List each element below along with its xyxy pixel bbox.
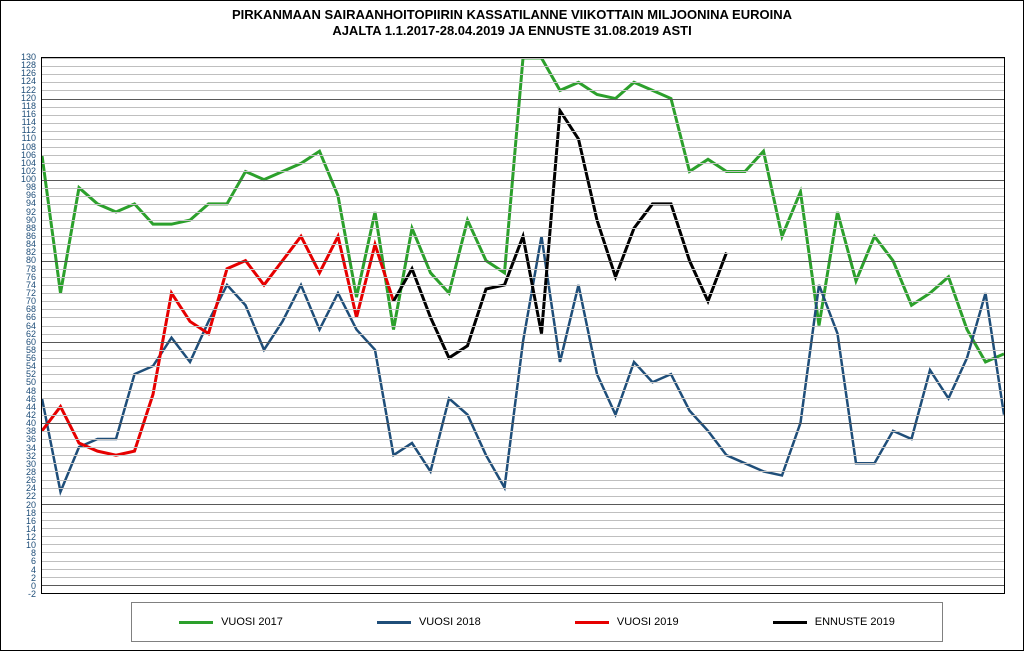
grid-line	[42, 528, 1004, 529]
chart-title: PIRKANMAAN SAIRAANHOITOPIIRIN KASSATILAN…	[1, 1, 1023, 38]
grid-line	[42, 131, 1004, 132]
grid-line	[42, 447, 1004, 448]
grid-line	[42, 431, 1004, 432]
grid-line	[42, 569, 1004, 570]
plot-wrap: -202468101214161820222426283032343638404…	[41, 57, 1005, 594]
grid-line	[42, 415, 1004, 416]
grid-line	[42, 188, 1004, 189]
legend-item: VUOSI 2019	[575, 616, 679, 628]
grid-line	[42, 269, 1004, 270]
grid-line	[42, 163, 1004, 164]
grid-line	[42, 390, 1004, 391]
grid-line	[42, 366, 1004, 367]
grid-line	[42, 58, 1004, 59]
grid-line	[42, 147, 1004, 148]
grid-line	[42, 480, 1004, 481]
grid-line	[42, 439, 1004, 440]
grid-line	[42, 561, 1004, 562]
grid-line	[42, 317, 1004, 318]
grid-line	[42, 212, 1004, 213]
legend-swatch	[377, 621, 411, 624]
grid-line	[42, 342, 1004, 343]
grid-line	[42, 99, 1004, 100]
grid-line	[42, 228, 1004, 229]
grid-line	[42, 398, 1004, 399]
grid-line	[42, 358, 1004, 359]
grid-line	[42, 261, 1004, 262]
legend-swatch	[179, 621, 213, 624]
grid-line	[42, 82, 1004, 83]
grid-line	[42, 196, 1004, 197]
grid-line	[42, 107, 1004, 108]
grid-line	[42, 463, 1004, 464]
grid-line	[42, 236, 1004, 237]
grid-line	[42, 155, 1004, 156]
legend-label: VUOSI 2019	[617, 616, 679, 628]
grid-line	[42, 455, 1004, 456]
grid-line	[42, 277, 1004, 278]
grid-line	[42, 74, 1004, 75]
grid-line	[42, 471, 1004, 472]
grid-line	[42, 577, 1004, 578]
grid-line	[42, 309, 1004, 310]
grid-line	[42, 488, 1004, 489]
grid-line	[42, 293, 1004, 294]
grid-line	[42, 374, 1004, 375]
legend-swatch	[575, 621, 609, 624]
grid-line	[42, 520, 1004, 521]
grid-line	[42, 593, 1004, 594]
grid-line	[42, 544, 1004, 545]
legend-swatch	[773, 621, 807, 624]
grid-line	[42, 253, 1004, 254]
grid-line	[42, 171, 1004, 172]
grid-line	[42, 536, 1004, 537]
grid-line	[42, 512, 1004, 513]
grid-line	[42, 301, 1004, 302]
grid-line	[42, 350, 1004, 351]
title-line-2: AJALTA 1.1.2017-28.04.2019 JA ENNUSTE 31…	[1, 23, 1023, 39]
legend-label: VUOSI 2018	[419, 616, 481, 628]
grid-line	[42, 90, 1004, 91]
grid-line	[42, 496, 1004, 497]
legend-item: ENNUSTE 2019	[773, 616, 895, 628]
grid-line	[42, 585, 1004, 586]
grid-line	[42, 115, 1004, 116]
grid-line	[42, 285, 1004, 286]
legend: VUOSI 2017 VUOSI 2018 VUOSI 2019 ENNUSTE 20…	[131, 602, 943, 642]
legend-label: VUOSI 2017	[221, 616, 283, 628]
legend-label: ENNUSTE 2019	[815, 616, 895, 628]
y-tick-label: 130	[21, 52, 36, 62]
grid-line	[42, 180, 1004, 181]
grid-line	[42, 334, 1004, 335]
grid-line	[42, 244, 1004, 245]
grid-line	[42, 504, 1004, 505]
grid-line	[42, 139, 1004, 140]
chart-frame: PIRKANMAAN SAIRAANHOITOPIIRIN KASSATILAN…	[0, 0, 1024, 651]
grid-line	[42, 66, 1004, 67]
title-line-1: PIRKANMAAN SAIRAANHOITOPIIRIN KASSATILAN…	[1, 7, 1023, 23]
grid-line	[42, 220, 1004, 221]
grid-line	[42, 382, 1004, 383]
grid-line	[42, 552, 1004, 553]
plot-area	[41, 57, 1005, 594]
grid-line	[42, 204, 1004, 205]
grid-line	[42, 123, 1004, 124]
grid-line	[42, 326, 1004, 327]
grid-line	[42, 407, 1004, 408]
grid-line	[42, 423, 1004, 424]
legend-item: VUOSI 2017	[179, 616, 283, 628]
legend-item: VUOSI 2018	[377, 616, 481, 628]
